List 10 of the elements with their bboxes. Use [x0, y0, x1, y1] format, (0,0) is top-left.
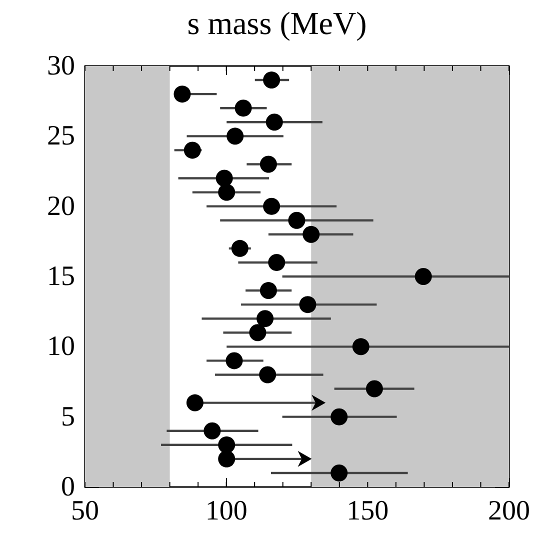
- y-tick-label: 15: [47, 261, 75, 292]
- x-tick-label: 100: [205, 496, 248, 526]
- y-tick-label: 30: [47, 50, 75, 82]
- x-tick-label: 150: [346, 496, 389, 526]
- chart-title: s mass (MeV): [187, 5, 367, 41]
- x-tick-label: 200: [488, 496, 530, 526]
- y-tick-label: 25: [47, 120, 75, 152]
- y-tick-label: 10: [47, 331, 75, 362]
- y-tick-label: 5: [61, 401, 75, 432]
- y-tick-label: 20: [47, 190, 75, 222]
